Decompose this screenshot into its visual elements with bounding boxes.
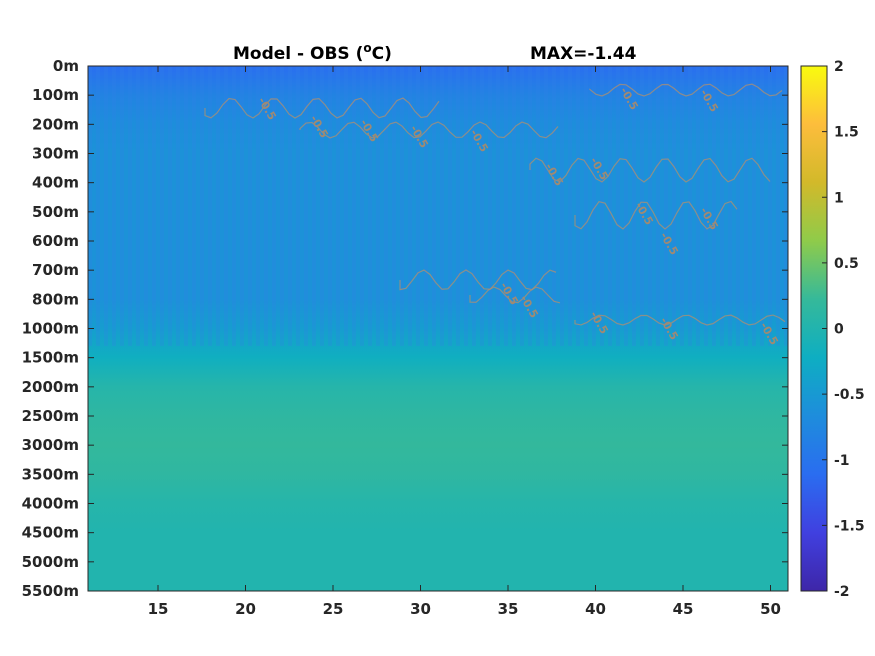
y-axis: 0m 100m 200m 300m 400m 500m 600m 700m 800m 1000m 1… — [22, 57, 788, 600]
contour-upper-a — [204, 97, 440, 119]
colorbar-tick-label: -2 — [834, 584, 850, 600]
x-tick-label: 45 — [673, 600, 694, 618]
y-tick-label: 700m — [32, 261, 79, 279]
y-tick-label: 500m — [32, 203, 79, 221]
colorbar-tick-label: -1 — [834, 453, 850, 469]
colorbar-tick-label: -1.5 — [834, 518, 865, 534]
contour-upper-b — [299, 121, 559, 139]
x-tick-label: 15 — [148, 600, 169, 618]
x-tick-label: 30 — [410, 600, 431, 618]
contour-1000m — [574, 314, 786, 326]
contour-surface — [589, 83, 783, 97]
colorbar-tick-label: 0.5 — [834, 256, 859, 272]
colorbar-tick-label: 1.5 — [834, 125, 859, 141]
colorbar-tick-label: 2 — [834, 59, 844, 75]
x-tick-label: 50 — [760, 600, 781, 618]
y-tick-label: 2500m — [22, 407, 79, 425]
plot-area: -0.5-0.5 -0.5 -0.5 -0.5-0.5 -0.5-0.5-0.5-0.5… — [87, 65, 789, 592]
y-tick-label: 0m — [53, 57, 79, 75]
y-tick-label: 4000m — [22, 495, 79, 513]
x-tick-label: 20 — [235, 600, 256, 618]
contour-mid-a — [529, 157, 771, 183]
contour-deep-a — [399, 269, 557, 291]
upper-ocean-stripes — [88, 66, 788, 346]
y-tick-label: 800m — [32, 290, 79, 308]
y-tick-label: 400m — [32, 174, 79, 192]
y-tick-label: 3000m — [22, 436, 79, 454]
colorbar-tick-label: 1 — [834, 190, 844, 206]
y-tick-label: 200m — [32, 115, 79, 133]
contour-mid-b — [574, 200, 738, 230]
x-tick-label: 25 — [323, 600, 344, 618]
contour-deep-b — [469, 286, 561, 304]
y-tick-label: 2000m — [22, 378, 79, 396]
y-tick-label: 5500m — [22, 582, 79, 600]
colorbar-tick-label: 0 — [834, 322, 844, 338]
colorbar-tick-label: -0.5 — [834, 387, 865, 403]
max-label: MAX=-1.44 — [530, 44, 637, 64]
y-tick-label: 600m — [32, 232, 79, 250]
x-axis: 15 20 25 30 35 40 45 50 — [148, 66, 781, 618]
y-tick-label: 300m — [32, 145, 79, 163]
x-tick-label: 35 — [498, 600, 519, 618]
x-tick-label: 40 — [585, 600, 606, 618]
colorbar: 2 1.5 1 0.5 0 -0.5 -1 -1.5 -2 — [800, 59, 865, 600]
y-tick-label: 100m — [32, 86, 79, 104]
y-tick-label: 1500m — [22, 349, 79, 367]
y-tick-label: 1000m — [22, 320, 79, 338]
y-tick-label: 4500m — [22, 524, 79, 542]
y-tick-label: 5000m — [22, 553, 79, 571]
chart-title: Model - OBS (oC) — [233, 41, 392, 64]
colorbar-ticks: 2 1.5 1 0.5 0 -0.5 -1 -1.5 -2 — [822, 59, 865, 600]
y-tick-label: 3500m — [22, 465, 79, 483]
